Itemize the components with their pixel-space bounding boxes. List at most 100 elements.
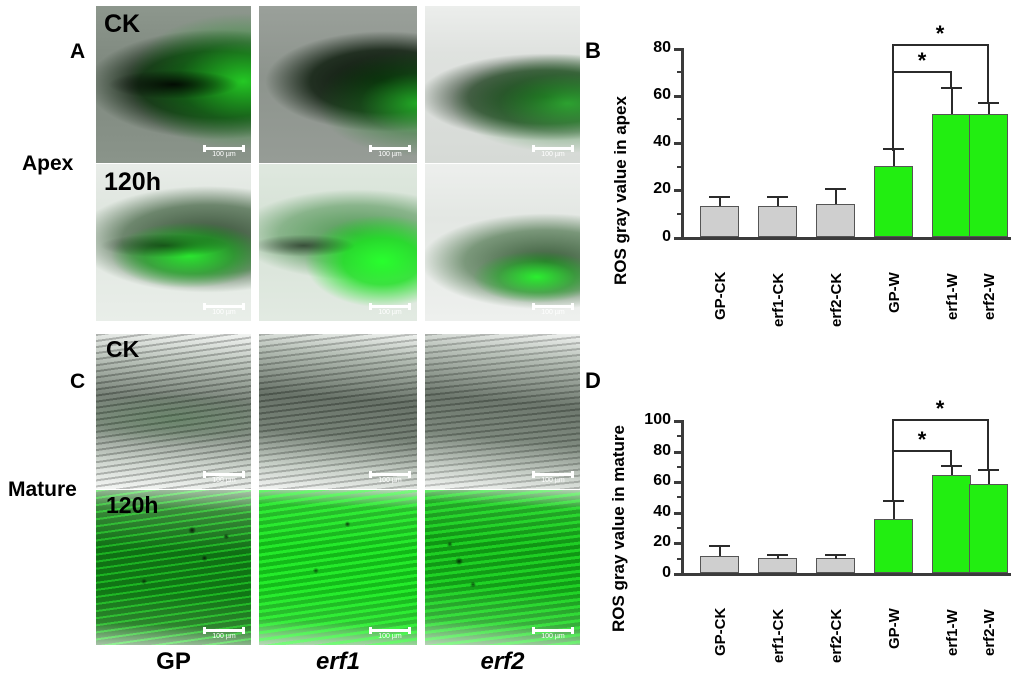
y-tick-label: 40 (653, 503, 671, 520)
scale-bar-line (532, 145, 574, 152)
scale-bar-text: 100 µm (212, 477, 236, 484)
bar-erf1-w (932, 475, 971, 573)
micrograph-mature-120h-gp: 100 µm 120h (96, 490, 251, 645)
y-tick-label: 40 (653, 133, 671, 150)
significance-star: * (917, 48, 927, 73)
y-tick-major (674, 95, 682, 98)
error-bar-erf1-w (941, 87, 962, 114)
x-tick-label-erf2-w: erf2-W (981, 273, 998, 320)
treatment-label-120h: 120h (104, 168, 161, 196)
x-tick-label-gp-ck: GP-CK (712, 271, 729, 320)
scale-bar: 100 µm (532, 471, 574, 484)
y-tick-label: 80 (653, 442, 671, 459)
scale-bar: 100 µm (369, 627, 411, 640)
plot-area-d: 0 20 40 60 80 100 (585, 362, 1024, 663)
y-tick-minor (677, 466, 682, 468)
y-tick-label: 60 (653, 472, 671, 489)
row-label-apex: Apex (22, 152, 74, 175)
y-tick-major (674, 512, 682, 515)
bar-erf2-w (969, 484, 1008, 573)
scale-bar: 100 µm (203, 471, 245, 484)
y-tick-minor (677, 166, 682, 168)
scale-bar: 100 µm (369, 471, 411, 484)
micrograph-apex-ck-erf2: 100 µm (425, 6, 580, 163)
x-tick-label-erf1-ck: erf1-CK (770, 272, 787, 327)
plot-area-b: 0 20 40 60 80 (585, 21, 1024, 327)
error-bar-erf1-w (941, 465, 962, 475)
x-tick-label-erf1-w: erf1-W (944, 609, 961, 656)
scale-bar: 100 µm (532, 303, 574, 316)
x-tick-label-erf2-w: erf2-W (981, 609, 998, 656)
bar-gp-w (874, 166, 913, 237)
x-tick-label-gp-ck: GP-CK (712, 607, 729, 656)
y-tick-minor (677, 71, 682, 73)
y-tick-label: 100 (644, 411, 671, 428)
scale-bar: 100 µm (532, 627, 574, 640)
panel-letter-d: D (585, 368, 601, 393)
significance-star: * (917, 427, 927, 452)
y-tick-major (674, 481, 682, 484)
micrograph-mature-120h-erf1: 100 µm (259, 490, 417, 645)
bar-erf2-ck (816, 558, 855, 573)
bar-gp-w (874, 519, 913, 573)
panel-letter-c: C (70, 370, 86, 393)
scale-bar-text: 100 µm (541, 477, 565, 484)
scale-bar-line (532, 627, 574, 634)
y-tick-major (674, 420, 682, 423)
significance-star: * (935, 396, 945, 421)
micrograph-apex-ck-erf1: 100 µm (259, 6, 417, 163)
y-tick-major (674, 451, 682, 454)
micrograph-apex-120h-erf1: 100 µm (259, 164, 417, 321)
scale-bar-line (369, 303, 411, 310)
y-tick-minor (677, 496, 682, 498)
x-tick-label-erf1-w: erf1-W (944, 273, 961, 320)
scale-bar-text: 100 µm (541, 309, 565, 316)
micrograph-mature-120h-erf2: 100 µm (425, 490, 580, 645)
y-tick-major (674, 542, 682, 545)
column-label-erf1: erf1 (315, 648, 361, 675)
chart-panel-d: D ROS gray value in mature 0 20 40 60 80… (585, 362, 1024, 684)
scale-bar: 100 µm (532, 145, 574, 158)
scale-bar-text: 100 µm (378, 309, 402, 316)
y-tick-minor (677, 558, 682, 560)
y-tick-major (674, 189, 682, 192)
x-tick-label-erf1-ck: erf1-CK (770, 608, 787, 663)
scale-bar: 100 µm (203, 145, 245, 158)
x-tick-label-erf2-ck: erf2-CK (828, 272, 845, 327)
column-label-erf2: erf2 (480, 648, 525, 675)
x-axis-d (681, 573, 1011, 576)
scale-bar: 100 µm (369, 303, 411, 316)
chart-panel-b: B ROS gray value in apex 0 20 40 60 80 (585, 21, 1024, 350)
micrograph-mature-ck-erf2: 100 µm (425, 334, 580, 489)
micrograph-mature-ck-erf1: 100 µm (259, 334, 417, 489)
scale-bar-text: 100 µm (378, 633, 402, 640)
micrograph-mature-ck-gp: 100 µm CK (96, 334, 251, 489)
y-tick-minor (677, 527, 682, 529)
treatment-label-120h: 120h (106, 492, 159, 518)
scale-bar-text: 100 µm (212, 151, 236, 158)
error-bar-erf2-ck (825, 554, 846, 559)
scale-bar-line (203, 627, 245, 634)
y-tick-label: 20 (653, 533, 671, 550)
scale-bar-line (203, 471, 245, 478)
error-bar-erf1-ck (767, 554, 788, 559)
y-tick-minor (677, 213, 682, 215)
scale-bar-line (203, 145, 245, 152)
scale-bar-line (369, 471, 411, 478)
micrograph-apex-ck-gp: 100 µm CK (96, 6, 251, 163)
x-axis-b (681, 237, 1011, 240)
scale-bar-line (369, 627, 411, 634)
y-axis-b (681, 48, 684, 239)
bar-gp-ck (700, 556, 739, 573)
y-tick-label: 0 (662, 564, 671, 581)
y-tick-minor (677, 435, 682, 437)
y-tick-major (674, 48, 682, 51)
significance-bracket-gpw-erf2w (892, 419, 989, 500)
scale-bar-text: 100 µm (378, 151, 402, 158)
error-bar-erf2-ck (825, 188, 846, 204)
scale-bar: 100 µm (369, 145, 411, 158)
y-tick-label: 20 (653, 180, 671, 197)
scale-bar-line (532, 303, 574, 310)
scale-bar-line (203, 303, 245, 310)
